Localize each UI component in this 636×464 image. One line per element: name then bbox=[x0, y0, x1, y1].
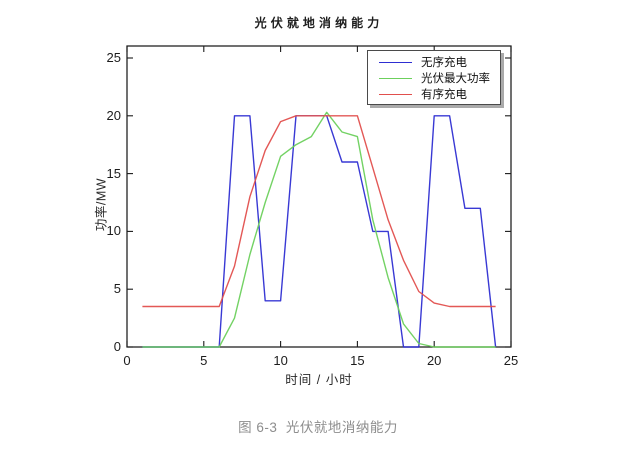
legend-label: 无序充电 bbox=[421, 57, 467, 69]
x-tick-label: 0 bbox=[123, 353, 131, 368]
y-tick-label: 15 bbox=[106, 165, 121, 181]
x-tick-label: 20 bbox=[426, 353, 442, 368]
legend-label: 光伏最大功率 bbox=[421, 73, 490, 85]
legend-item: 有序充电 bbox=[368, 86, 500, 102]
y-tick-label: 0 bbox=[113, 339, 121, 354]
legend-line-swatch bbox=[379, 77, 412, 79]
x-tick-label: 15 bbox=[350, 353, 365, 368]
y-tick-label: 25 bbox=[106, 50, 121, 65]
line-pv-max-power bbox=[142, 111, 496, 348]
x-tick-label: 25 bbox=[503, 353, 519, 368]
legend: 无序充电光伏最大功率 有序充电 bbox=[367, 50, 501, 105]
x-tick-label: 10 bbox=[273, 353, 288, 368]
legend-line-swatch bbox=[379, 93, 412, 95]
y-tick-label: 10 bbox=[106, 223, 121, 239]
chart-title: 光伏就地消纳能力 bbox=[254, 16, 384, 30]
y-tick-label: 5 bbox=[113, 281, 121, 297]
line-ordered-charging bbox=[142, 115, 496, 308]
legend-item: 无序充电 bbox=[368, 54, 500, 70]
plot-box bbox=[126, 45, 512, 348]
legend-item: 光伏最大功率 bbox=[368, 70, 500, 86]
x-axis-label: 时间 / 小时 bbox=[285, 373, 353, 387]
legend-line-swatch bbox=[379, 61, 412, 63]
line-unordered-charging bbox=[142, 115, 497, 348]
x-tick-label: 5 bbox=[200, 353, 208, 368]
y-tick-label: 20 bbox=[106, 107, 121, 123]
legend-label: 有序充电 bbox=[421, 89, 467, 101]
figure-caption: 图 6-3 光伏就地消纳能力 bbox=[238, 420, 398, 435]
